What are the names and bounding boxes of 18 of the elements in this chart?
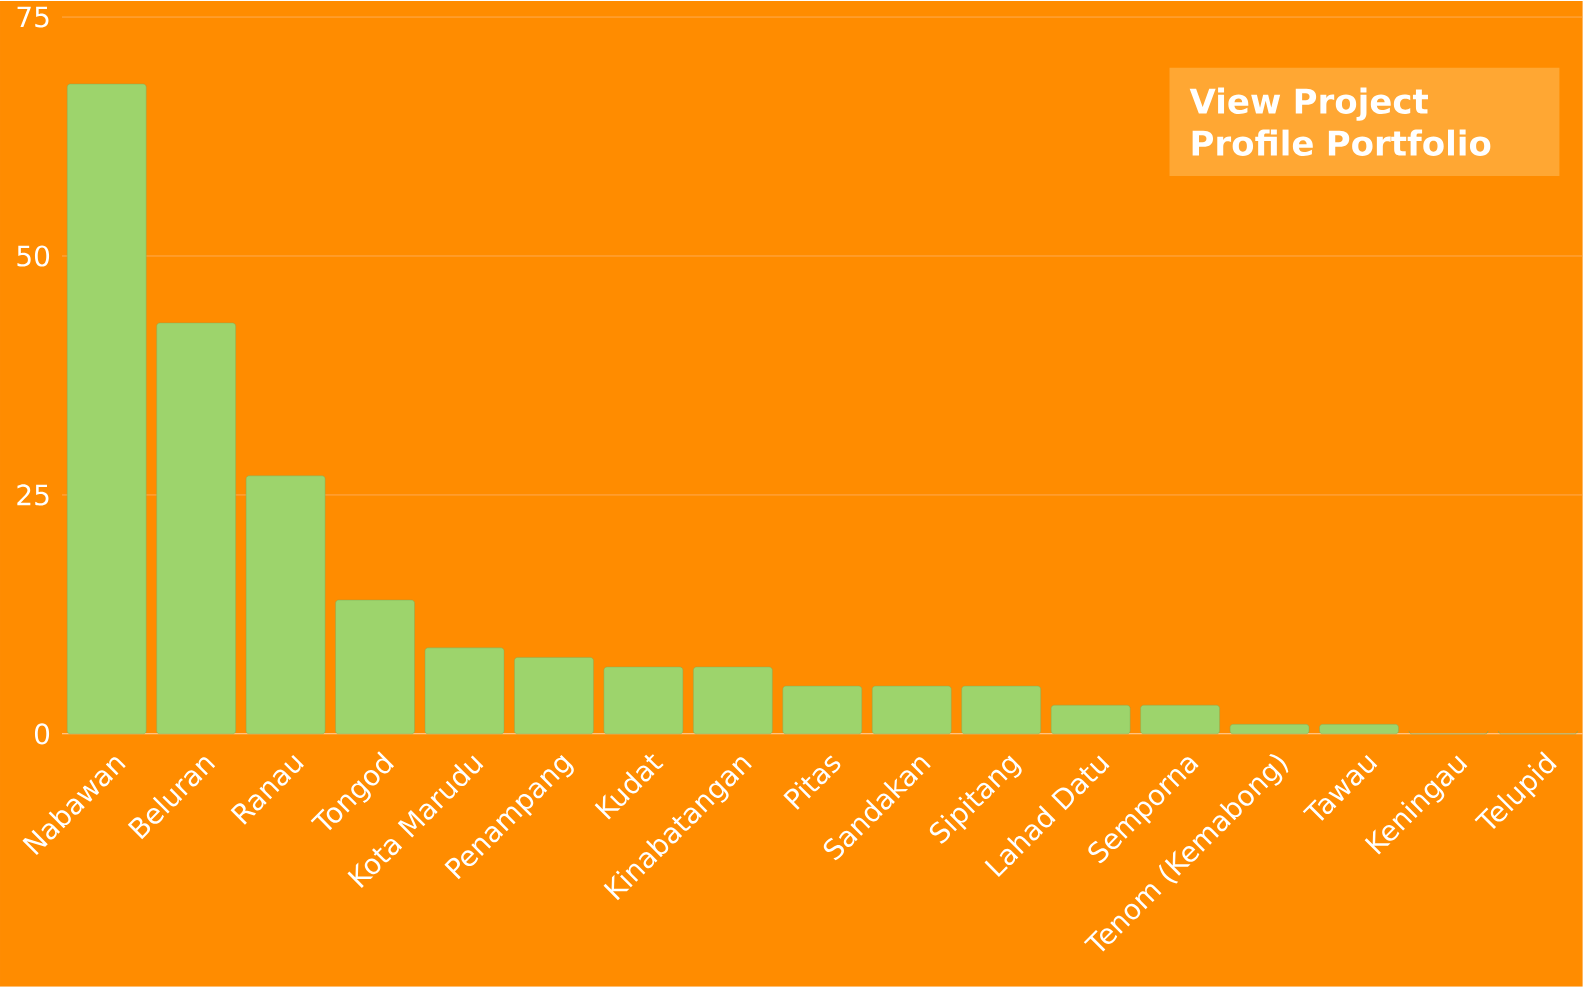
bar	[872, 685, 952, 735]
bar	[961, 685, 1041, 735]
bar	[1140, 705, 1220, 735]
bar	[67, 83, 147, 735]
annotation: View Project Profile Portfolio	[1189, 87, 1491, 157]
bar	[424, 647, 505, 735]
bar	[156, 322, 236, 735]
bar	[603, 666, 684, 735]
y-tick-label: 75	[17, 6, 49, 28]
y-tick-label: 0	[34, 723, 50, 745]
y-tick-label: 25	[17, 484, 49, 506]
bar	[782, 685, 862, 735]
bar	[245, 475, 326, 735]
bar	[693, 666, 773, 735]
bar	[335, 599, 415, 735]
bar	[1050, 705, 1131, 735]
bar	[514, 657, 594, 735]
y-tick-label: 50	[17, 245, 50, 267]
